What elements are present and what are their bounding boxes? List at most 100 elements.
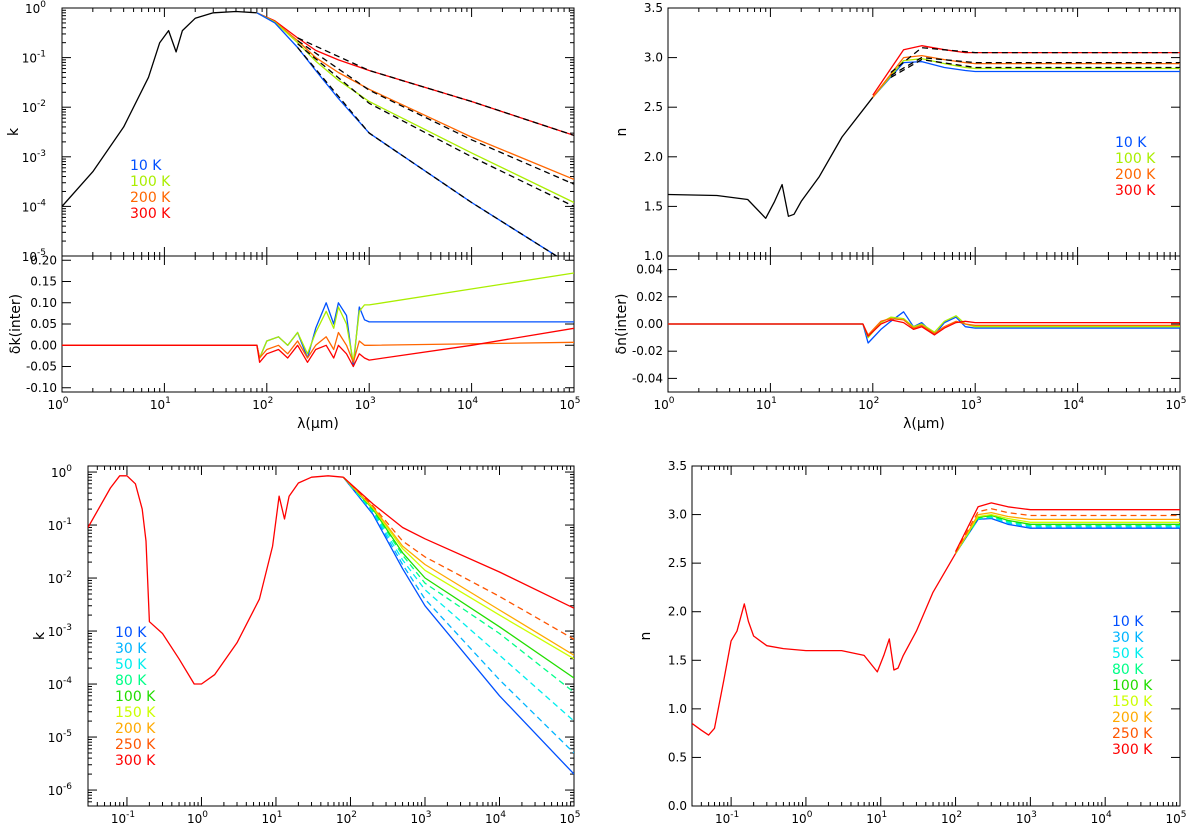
legend-entry: 300 K [130, 206, 171, 222]
x-tick-label: 104 [1063, 396, 1084, 412]
panel-top-right-dn: 100 101 102 103 104 105 -0.04 -0.02 0.00 0.02 0.04… [614, 255, 1187, 432]
x-tick-label: 101 [756, 396, 777, 412]
series-line-10-k [668, 311, 1180, 344]
y-tick-label: 0.00 [636, 317, 663, 331]
series-line-250-k [342, 476, 574, 640]
x-axis-label: λ(μm) [903, 416, 945, 432]
panel-top-left-dk: 100 101 102 103 104 105 -0.10 -0.05 0.00 0.05 0.10… [8, 253, 581, 432]
y-tick-label: -0.05 [26, 360, 57, 374]
y-axis-label: n [614, 128, 630, 137]
y-tick-label: 100 [25, 0, 46, 16]
legend-entry: 300 K [115, 753, 156, 769]
series-line-fit-100-k [297, 43, 574, 207]
y-tick-label: 10-6 [48, 782, 73, 798]
y-tick-label: 3.0 [644, 51, 663, 65]
y-tick-label: 2.0 [644, 150, 663, 164]
legend-entry: 300 K [1112, 742, 1153, 758]
x-tick-label: 102 [941, 810, 962, 824]
y-tick-label: 1.5 [668, 653, 687, 667]
series-line-50-k [342, 476, 574, 722]
legend-entry: 10 K [1115, 135, 1147, 151]
x-tick-label: 101 [150, 396, 171, 412]
series-line-250-k [955, 508, 1180, 553]
series-line-shared [88, 475, 344, 685]
y-tick-label: 3.5 [668, 459, 687, 473]
x-tick-label: 105 [559, 396, 580, 412]
y-tick-label: 0.5 [668, 750, 687, 764]
series-line-10-k [342, 476, 574, 775]
legend-entry: 80 K [115, 673, 147, 689]
series-line-100-k [955, 514, 1180, 554]
series-line-150-k [342, 476, 574, 660]
y-tick-label: 1.5 [644, 199, 663, 213]
y-tick-label: 10-4 [48, 676, 73, 692]
series-line-200-k [256, 12, 574, 181]
x-tick-label: 102 [252, 396, 273, 412]
y-tick-label: 0.15 [30, 275, 57, 289]
series-line-fit-200-k [297, 40, 574, 185]
y-tick-label: 10-2 [48, 570, 72, 586]
y-tick-label: 100 [51, 464, 72, 480]
legend-entry: 100 K [115, 689, 156, 705]
legend-entry: 100 K [130, 174, 171, 190]
legend-entry: 150 K [1112, 694, 1153, 710]
series-group [692, 502, 1180, 736]
series-line-fit-300-k [890, 47, 1180, 74]
legend-entry: 30 K [115, 641, 147, 657]
plot-frame [691, 465, 1181, 807]
y-axis-label: δn(inter) [614, 294, 630, 355]
y-tick-label: 3.0 [668, 508, 687, 522]
series-line-100-k [62, 272, 574, 363]
x-tick-label: 104 [485, 810, 506, 824]
y-tick-label: 2.0 [668, 605, 687, 619]
y-tick-label: 0.0 [668, 799, 687, 813]
series-line-30-k [342, 476, 574, 754]
series-line-300-k [256, 12, 574, 137]
series-line-200-k [668, 317, 1180, 336]
y-axis-label: k [32, 631, 48, 640]
plot-frame [87, 465, 575, 807]
legend-entry: 10 K [115, 625, 147, 641]
x-tick-label: 103 [1016, 810, 1037, 824]
series-line-fit-100-k [890, 58, 1180, 78]
x-axis-label: λ(μm) [297, 416, 339, 432]
x-tick-label: 103 [355, 396, 376, 412]
y-axis-label: δk(inter) [8, 294, 24, 354]
y-tick-label: 0.02 [636, 290, 663, 304]
y-tick-label: 1.0 [668, 702, 687, 716]
series-group [88, 475, 574, 775]
x-tick-label: 100 [47, 396, 68, 412]
series-group [62, 272, 574, 368]
y-tick-label: 2.5 [644, 100, 663, 114]
y-tick-label: 10-1 [22, 50, 46, 66]
x-tick-label: 100 [187, 810, 208, 824]
legend-entry: 300 K [1115, 183, 1156, 199]
series-line-100-k [256, 12, 574, 204]
legend-entry: 100 K [1112, 678, 1153, 694]
series-line-150-k [955, 513, 1180, 554]
y-axis-label: k [6, 127, 22, 136]
panel-bottom-right-n: 10-1 100 101 102 103 104 105 0.0 0.5 1.0 1.5 2.0 2.5… [638, 459, 1187, 824]
series-group [668, 45, 1180, 219]
series-line-fit-10-k [297, 47, 558, 256]
series-line-200-k [62, 331, 574, 363]
series-line-shared [668, 96, 874, 219]
y-tick-label: 2.5 [668, 556, 687, 570]
x-tick-label: 10-1 [111, 810, 135, 824]
series-line-fit-200-k [890, 56, 1180, 77]
series-line-10-k [872, 60, 1180, 98]
legend-entry: 50 K [1112, 646, 1144, 662]
x-tick-label: 100 [791, 810, 812, 824]
legend-entry: 50 K [115, 657, 147, 673]
legend-entry: 150 K [115, 705, 156, 721]
series-group [62, 10, 574, 256]
x-tick-label: 105 [1165, 396, 1186, 412]
y-tick-label: 10-3 [48, 623, 72, 639]
x-tick-label: 100 [653, 396, 674, 412]
series-line-shared [692, 553, 957, 736]
legend-entry: 200 K [1112, 710, 1153, 726]
x-tick-label: 101 [261, 810, 282, 824]
y-tick-label: 1.0 [644, 249, 663, 263]
